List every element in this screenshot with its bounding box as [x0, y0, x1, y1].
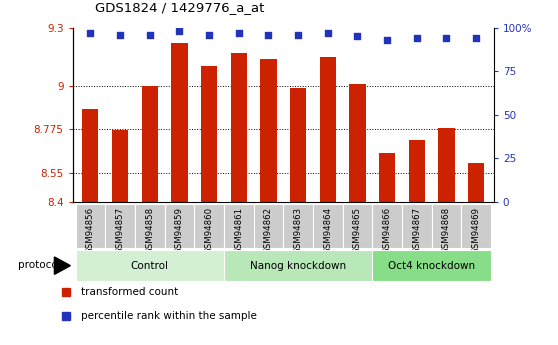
Bar [313, 204, 343, 248]
Bar [349, 84, 365, 202]
Point [472, 35, 480, 41]
Bar [461, 204, 491, 248]
Text: GSM94859: GSM94859 [175, 207, 184, 254]
Bar [438, 128, 455, 202]
Point [264, 32, 273, 37]
Bar [165, 204, 194, 248]
Point [175, 28, 184, 34]
Text: GSM94862: GSM94862 [264, 207, 273, 254]
Text: GSM94856: GSM94856 [86, 207, 95, 254]
Bar [224, 250, 372, 281]
Bar [283, 204, 313, 248]
Text: protocol: protocol [18, 260, 61, 270]
Bar [253, 204, 283, 248]
Bar [320, 57, 336, 202]
Bar [75, 250, 224, 281]
Text: Control: Control [131, 261, 169, 270]
Point [442, 35, 451, 41]
Bar [230, 53, 247, 202]
Bar [82, 109, 99, 202]
Text: Oct4 knockdown: Oct4 knockdown [388, 261, 475, 270]
Bar [468, 163, 484, 202]
Bar [408, 140, 425, 202]
Text: GSM94858: GSM94858 [145, 207, 154, 254]
Text: GDS1824 / 1429776_a_at: GDS1824 / 1429776_a_at [95, 1, 264, 14]
Text: GSM94864: GSM94864 [323, 207, 332, 254]
Text: GSM94869: GSM94869 [472, 207, 480, 254]
Bar [194, 204, 224, 248]
Point [86, 30, 95, 36]
Bar [260, 59, 277, 202]
Text: GSM94867: GSM94867 [412, 207, 421, 254]
Bar [372, 250, 491, 281]
Text: GSM94865: GSM94865 [353, 207, 362, 254]
Bar [75, 204, 105, 248]
Point [145, 32, 154, 37]
Text: GSM94860: GSM94860 [205, 207, 214, 254]
Bar [431, 204, 461, 248]
Bar [142, 86, 158, 202]
Bar [343, 204, 372, 248]
Bar [290, 88, 306, 202]
Text: GSM94868: GSM94868 [442, 207, 451, 254]
Bar [112, 130, 128, 202]
Bar [224, 204, 253, 248]
Point [323, 30, 332, 36]
Text: GSM94861: GSM94861 [234, 207, 243, 254]
Text: GSM94866: GSM94866 [383, 207, 392, 254]
Point [205, 32, 214, 37]
Point [383, 37, 392, 42]
Bar [379, 154, 395, 202]
Text: GSM94857: GSM94857 [116, 207, 124, 254]
Text: percentile rank within the sample: percentile rank within the sample [81, 311, 257, 321]
Point [294, 32, 302, 37]
Bar [135, 204, 165, 248]
Point [116, 32, 124, 37]
Bar [402, 204, 431, 248]
Point [412, 35, 421, 41]
Text: Nanog knockdown: Nanog knockdown [250, 261, 346, 270]
Bar [372, 204, 402, 248]
Point [353, 33, 362, 39]
Point [234, 30, 243, 36]
Bar [171, 43, 187, 202]
Text: GSM94863: GSM94863 [294, 207, 302, 254]
Text: transformed count: transformed count [81, 287, 178, 297]
Polygon shape [55, 257, 70, 274]
Bar [105, 204, 135, 248]
Bar [201, 66, 217, 202]
